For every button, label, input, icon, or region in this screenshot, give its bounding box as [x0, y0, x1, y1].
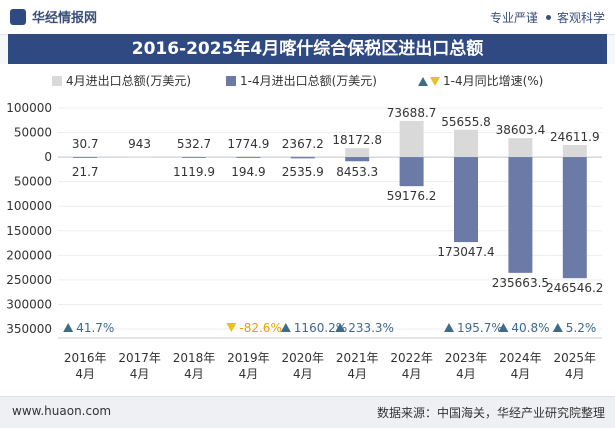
bar-series2	[182, 157, 206, 158]
growth-label: 195.7%	[457, 321, 503, 335]
x-tick-label: 2020年 4月	[282, 351, 325, 381]
bar-series2	[562, 157, 587, 279]
data-label-series2: 59176.2	[387, 189, 437, 203]
legend-swatch-series1	[52, 76, 62, 86]
data-label-series1: 943	[128, 137, 151, 151]
x-tick-label: 2018年 4月	[173, 351, 216, 381]
x-tick-label: 2024年 4月	[499, 351, 542, 381]
legend-down-triangle-icon	[430, 77, 440, 86]
data-label-series1: 1774.9	[227, 137, 269, 151]
x-tick-label: 2017年 4月	[118, 351, 161, 381]
bar-series2	[290, 157, 315, 159]
data-label-series2: 1119.9	[173, 165, 215, 179]
bar-series2	[399, 157, 424, 187]
legend-label-series1: 4月进出口总额(万美元)	[66, 74, 191, 88]
y-tick-label: 0	[44, 150, 52, 164]
growth-up-triangle-icon	[444, 323, 454, 332]
footer-url[interactable]: www.huaon.com	[12, 404, 112, 418]
brand-logo-icon	[10, 9, 26, 25]
footer-source: 数据来源：中国海关，华经产业研究院整理	[376, 406, 605, 420]
y-tick-label: 300000	[6, 297, 52, 311]
data-label-series2: 21.7	[72, 165, 99, 179]
data-label-series2: 246546.2	[546, 281, 603, 295]
y-tick-label: 200000	[6, 248, 52, 262]
data-label-series1: 73688.7	[387, 106, 437, 120]
bar-series1	[345, 148, 370, 158]
data-label-series1: 18172.8	[332, 133, 382, 147]
bar-series1	[454, 129, 478, 158]
growth-label: 40.8%	[511, 321, 549, 335]
growth-up-triangle-icon	[335, 323, 346, 332]
bar-series1	[399, 120, 424, 158]
growth-label: 41.7%	[76, 321, 114, 335]
bar-series1	[290, 155, 315, 158]
data-labels: 30.7 21.7 943 532.7 1119.9 1774.9 194.9 2367.2 2…	[72, 106, 604, 295]
growth-down-triangle-icon	[226, 323, 237, 332]
legend-label-growth: 1-4月同比增速(%)	[443, 74, 543, 88]
data-label-series1: 532.7	[177, 137, 211, 151]
chart-title: 2016-2025年4月喀什综合保税区进出口总额	[8, 34, 607, 64]
tagline: 专业严谨 客观科学	[490, 9, 605, 26]
bar-series1	[236, 156, 261, 158]
data-label-series1: 2367.2	[282, 137, 324, 151]
y-tick-label: 50000	[14, 175, 52, 189]
tagline-1: 专业严谨	[489, 11, 538, 25]
growth-up-triangle-icon	[280, 323, 291, 332]
growth-up-triangle-icon	[498, 323, 509, 332]
brand-name: 华经情报网	[32, 11, 98, 26]
tagline-2: 客观科学	[556, 11, 605, 25]
growth-up-triangle-icon	[552, 323, 563, 332]
y-axis: 100000 50000 0 50000 100000 150000 200000 25000…	[6, 101, 52, 336]
bars	[73, 120, 587, 279]
legend-up-triangle-icon	[418, 77, 428, 86]
growth-label: 233.3%	[348, 321, 394, 335]
bar-series2	[236, 157, 261, 158]
data-label-series2: 173047.4	[437, 245, 494, 259]
bar-series1	[562, 145, 587, 158]
data-label-series2: 2535.9	[282, 165, 324, 179]
data-label-series1: 55655.8	[441, 115, 491, 129]
growth-up-triangle-icon	[63, 323, 74, 332]
x-tick-label: 2023年 4月	[445, 351, 488, 381]
growth-label: 5.2%	[566, 321, 597, 335]
bar-series2	[454, 157, 478, 243]
legend-label-series2: 1-4月进出口总额(万美元)	[240, 74, 377, 88]
y-tick-label: 50000	[14, 126, 52, 140]
data-label-series1: 30.7	[72, 137, 99, 151]
data-label-series1: 38603.4	[496, 123, 546, 137]
chart-area: 4月进出口总额(万美元) 1-4月进出口总额(万美元) 1-4月同比增速(%) 10…	[0, 64, 615, 396]
growth-label: 1160.2%	[294, 321, 347, 335]
dot-separator-icon	[545, 15, 551, 20]
x-tick-label: 2022年 4月	[390, 351, 433, 381]
footer: www.huaon.com 数据来源：中国海关，华经产业研究院整理	[0, 396, 615, 428]
y-tick-label: 350000	[6, 322, 52, 336]
y-tick-label: 150000	[6, 224, 52, 238]
data-label-series2: 194.9	[231, 165, 265, 179]
y-tick-label: 100000	[6, 199, 52, 213]
legend-swatch-series2	[226, 76, 236, 86]
chart-svg: 4月进出口总额(万美元) 1-4月进出口总额(万美元) 1-4月同比增速(%) 10…	[6, 74, 604, 381]
growth-label: -82.6%	[239, 321, 281, 335]
bar-series2	[73, 157, 98, 158]
y-tick-label: 100000	[6, 101, 52, 115]
x-tick-label: 2016年 4月	[64, 351, 107, 381]
y-tick-label: 250000	[6, 273, 52, 287]
brand[interactable]: 华经情报网	[10, 7, 97, 26]
top-bar: 华经情报网 专业严谨 客观科学	[0, 0, 615, 35]
x-tick-label: 2025年 4月	[554, 351, 597, 381]
data-label-series2: 235663.5	[492, 276, 549, 290]
legend: 4月进出口总额(万美元) 1-4月进出口总额(万美元) 1-4月同比增速(%)	[52, 74, 543, 88]
data-label-series1: 24611.9	[550, 130, 600, 144]
growth-markers: 41.7% -82.6% 1160.2% 233.3% 195.7% 40.8% 5.2%	[63, 321, 596, 335]
bar-series1	[127, 156, 152, 158]
x-tick-label: 2019年 4月	[227, 351, 270, 381]
bar-series2	[345, 157, 370, 162]
bar-series2	[508, 157, 533, 273]
bar-series1	[508, 138, 533, 158]
x-axis: 2016年 4月 2017年 4月 2018年 4月 2019年 4月 2020年 4月 2021年…	[58, 337, 602, 381]
x-tick-label: 2021年 4月	[336, 351, 379, 381]
data-label-series2: 8453.3	[336, 165, 378, 179]
